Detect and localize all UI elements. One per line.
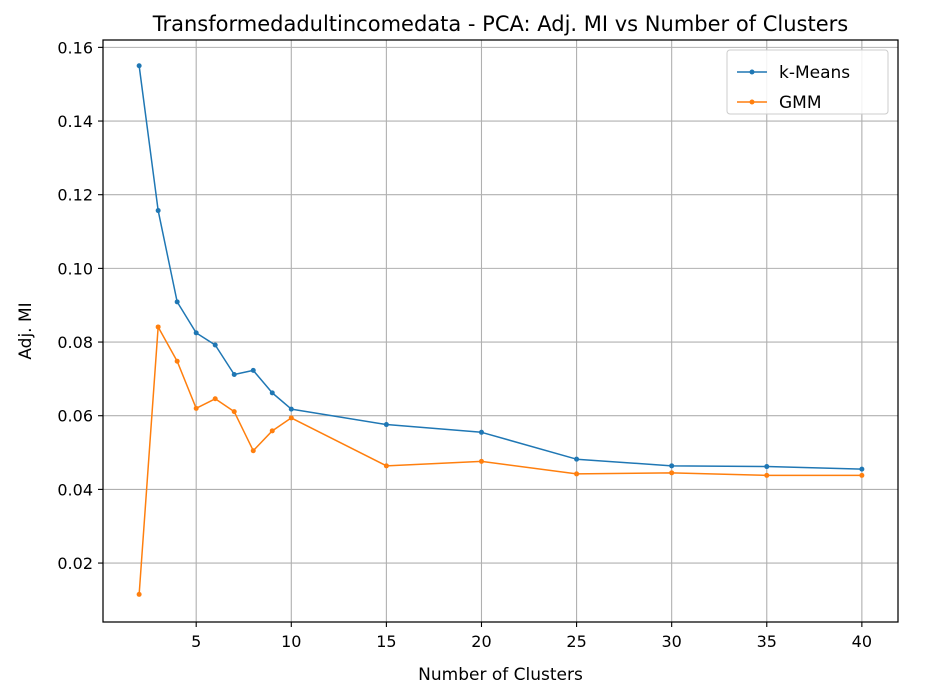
y-tick-label: 0.02	[57, 554, 93, 573]
data-point	[136, 591, 142, 597]
data-point	[764, 464, 770, 470]
y-tick-label: 0.08	[57, 333, 93, 352]
data-point	[193, 405, 199, 411]
legend-label: GMM	[779, 93, 822, 113]
data-point	[574, 456, 580, 462]
y-tick-label: 0.12	[57, 186, 93, 205]
legend: k-Means GMM	[726, 49, 889, 115]
x-tick-label: 5	[191, 632, 201, 651]
legend-item: GMM	[737, 93, 822, 113]
series-k-means	[136, 63, 865, 472]
y-tick-label: 0.14	[57, 112, 93, 131]
y-tick-label: 0.16	[57, 38, 93, 57]
chart-title: Transformedadultincomedata - PCA: Adj. M…	[152, 12, 848, 36]
x-tick-label: 10	[281, 632, 301, 651]
data-point	[193, 330, 199, 336]
x-tick-label: 40	[852, 632, 872, 651]
data-point	[250, 367, 256, 373]
data-point	[859, 466, 865, 472]
x-tick-label: 25	[566, 632, 586, 651]
data-point	[383, 463, 389, 469]
data-point	[212, 342, 218, 348]
y-axis-label: Adj. MI	[16, 302, 36, 359]
grid	[103, 40, 898, 622]
data-point	[859, 472, 865, 478]
series-layer	[136, 63, 865, 597]
data-point	[669, 463, 675, 469]
data-point	[288, 415, 294, 421]
legend-item: k-Means	[737, 63, 850, 83]
data-point	[478, 429, 484, 435]
data-point	[288, 406, 294, 412]
y-tick-label: 0.06	[57, 407, 93, 426]
axis-ticks: 5 10 15 20 25 30 35 40 0.02 0.04 0.06 0.08 0.10 0.12 0…	[57, 38, 872, 651]
x-axis-label: Number of Clusters	[418, 665, 583, 685]
data-point	[269, 390, 275, 396]
y-tick-label: 0.10	[57, 259, 93, 278]
y-tick-label: 0.04	[57, 480, 93, 499]
data-point	[155, 208, 161, 214]
data-point	[174, 299, 180, 305]
legend-label: k-Means	[779, 63, 850, 83]
legend-swatch-marker	[749, 69, 755, 75]
legend-box	[726, 49, 889, 115]
data-point	[574, 471, 580, 477]
data-point	[212, 396, 218, 402]
data-point	[764, 472, 770, 478]
x-tick-label: 30	[661, 632, 681, 651]
data-point	[269, 428, 275, 434]
data-point	[231, 409, 237, 415]
data-point	[250, 448, 256, 454]
data-point	[478, 458, 484, 464]
data-point	[383, 422, 389, 428]
x-tick-label: 35	[757, 632, 777, 651]
legend-swatch-marker	[749, 99, 755, 105]
plot-frame	[102, 39, 899, 623]
data-point	[231, 371, 237, 377]
data-point	[174, 358, 180, 364]
data-point	[136, 63, 142, 69]
x-tick-label: 15	[376, 632, 396, 651]
data-point	[155, 324, 161, 330]
series-gmm	[136, 324, 865, 597]
x-tick-label: 20	[471, 632, 491, 651]
data-point	[669, 470, 675, 476]
